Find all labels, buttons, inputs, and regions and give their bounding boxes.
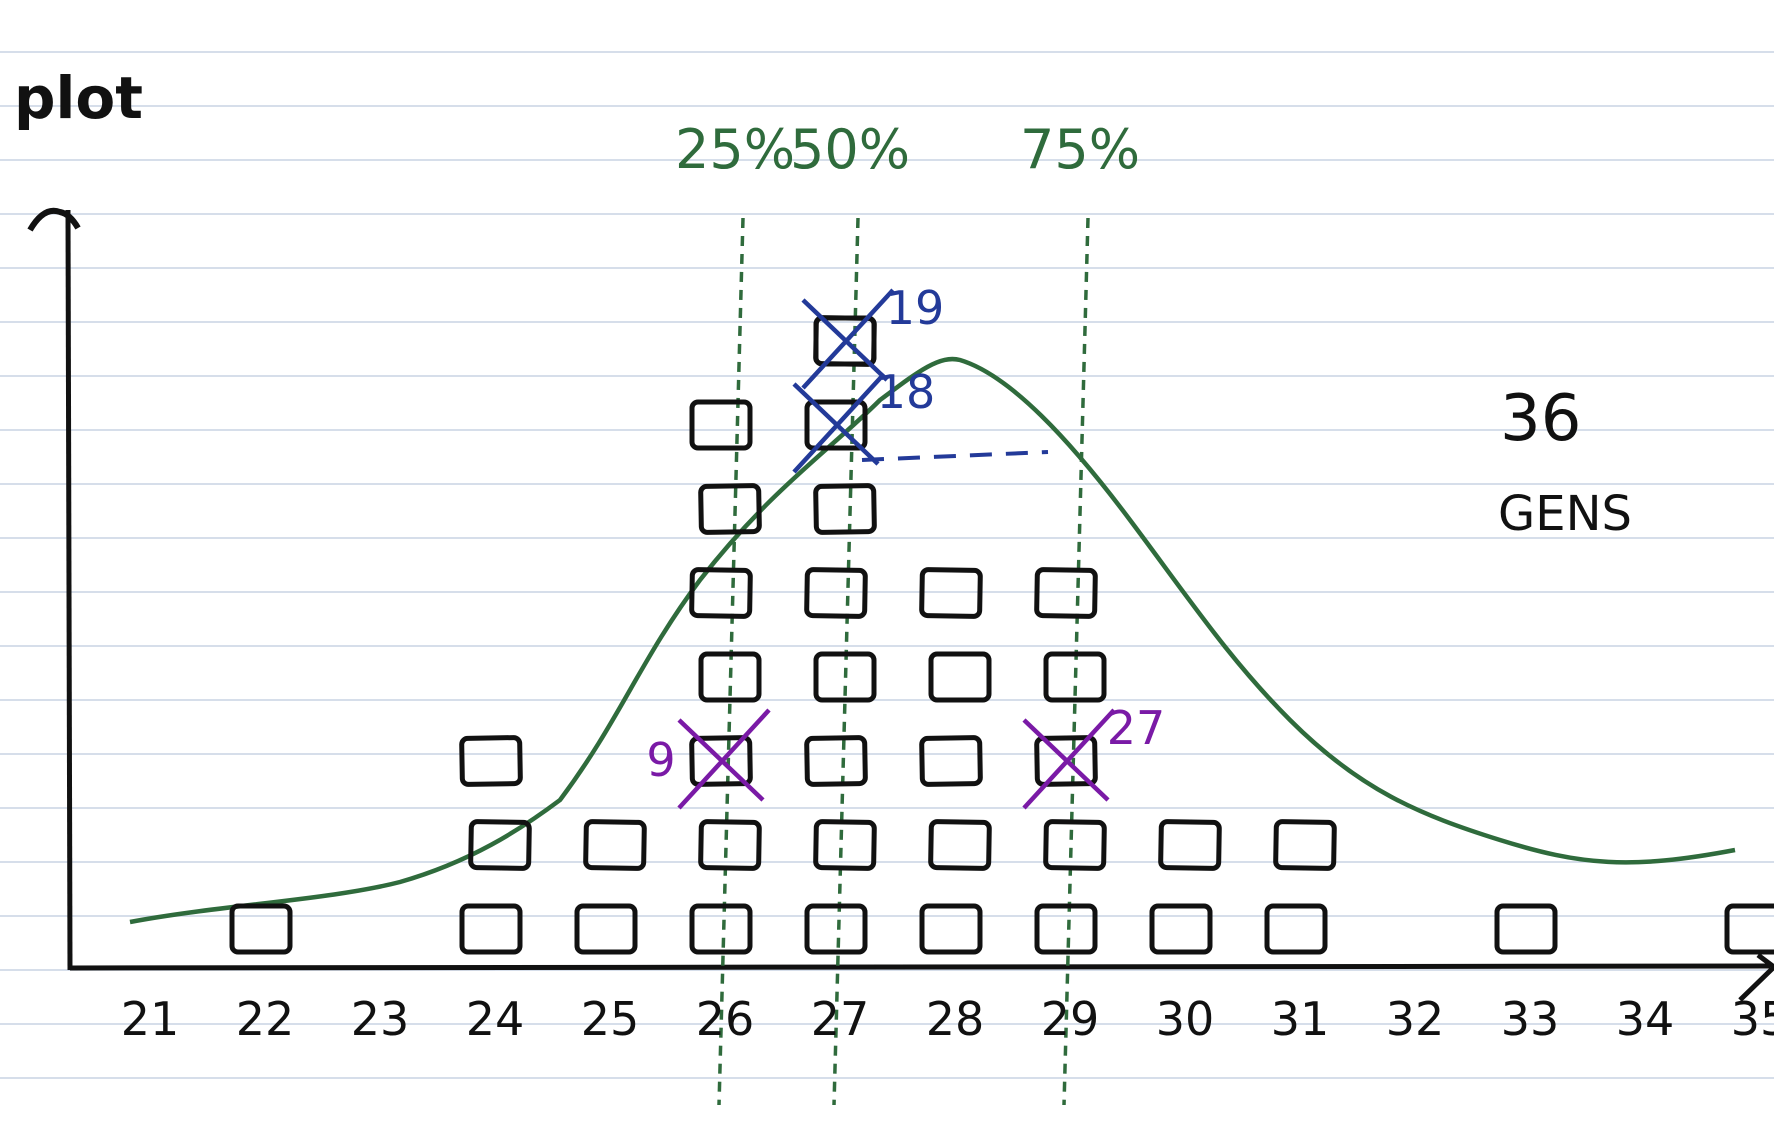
- distribution-curve: [129, 356, 1736, 925]
- x-tick-label: 34: [1616, 992, 1675, 1046]
- data-box: [689, 567, 753, 619]
- data-box: [813, 315, 877, 367]
- marker-number: 9: [646, 733, 675, 787]
- percentile-label: 75%: [1020, 118, 1140, 181]
- crossed-markers: 9 27 18 19: [646, 281, 1166, 810]
- data-box: [574, 903, 638, 955]
- x-axis-arrow: [1738, 953, 1774, 1002]
- x-tick-label: 32: [1386, 992, 1445, 1046]
- x-tick-label: 26: [696, 992, 755, 1046]
- percentile-label: 50%: [790, 118, 910, 181]
- data-box: [698, 651, 762, 703]
- data-box: [689, 903, 753, 955]
- data-box: [813, 651, 877, 703]
- x-tick-label: 29: [1041, 992, 1100, 1046]
- data-box: [468, 819, 532, 871]
- crossed-marker: 9: [646, 708, 771, 810]
- data-box: [919, 567, 983, 619]
- data-box: [583, 819, 647, 871]
- x-tick-label: 22: [236, 992, 295, 1046]
- data-box: [1034, 903, 1098, 955]
- cross-stroke: [801, 288, 895, 390]
- percentile-line: [1062, 217, 1090, 1106]
- data-box: [1724, 903, 1774, 955]
- x-tick-label: 21: [121, 992, 180, 1046]
- data-box: [1264, 903, 1328, 955]
- x-tick-label: 31: [1271, 992, 1330, 1046]
- x-tick-labels: 21 22 23 24 25 26 27 28 29 30 31 32 33 34 35: [121, 992, 1774, 1046]
- data-box: [928, 819, 992, 871]
- data-box: [813, 483, 877, 535]
- x-tick-label: 24: [466, 992, 525, 1046]
- data-box: [1149, 903, 1213, 955]
- x-tick-label: 27: [811, 992, 870, 1046]
- data-box: [1043, 651, 1107, 703]
- data-box: [689, 735, 753, 787]
- data-box: [1043, 819, 1107, 871]
- note-number: 36: [1500, 382, 1581, 456]
- data-box: [1034, 735, 1098, 787]
- data-box: [919, 903, 983, 955]
- data-box: [813, 819, 877, 871]
- data-box: [1158, 819, 1222, 871]
- y-axis-line: [65, 209, 73, 971]
- marker-number: 27: [1107, 701, 1166, 755]
- cross-stroke: [1022, 708, 1116, 810]
- data-box: [804, 903, 868, 955]
- percentile-label: 25%: [675, 118, 795, 181]
- data-box: [459, 903, 523, 955]
- crossed-marker: 27: [1022, 701, 1166, 810]
- data-box: [459, 735, 523, 787]
- y-axis-label: plot: [14, 64, 143, 132]
- data-box: [928, 651, 992, 703]
- note-gens: GENS: [1498, 486, 1632, 542]
- data-box: [1034, 567, 1098, 619]
- data-box: [698, 483, 762, 535]
- x-axis-line: [69, 963, 1771, 971]
- cross-stroke: [677, 708, 771, 810]
- y-axis-arrow: [27, 207, 81, 232]
- data-box: [698, 819, 762, 871]
- data-boxes: [229, 315, 1774, 955]
- data-box: [1494, 903, 1558, 955]
- dashed-separator: [861, 450, 1049, 462]
- crossed-marker: 18: [792, 365, 936, 474]
- crossed-marker: 19: [801, 281, 945, 390]
- x-tick-label: 30: [1156, 992, 1215, 1046]
- data-box: [804, 735, 868, 787]
- data-box: [804, 399, 868, 451]
- x-tick-label: 28: [926, 992, 985, 1046]
- marker-number: 18: [877, 365, 936, 419]
- x-tick-label: 25: [581, 992, 640, 1046]
- percentile-line: [717, 217, 745, 1106]
- data-box: [804, 567, 868, 619]
- x-tick-label: 33: [1501, 992, 1560, 1046]
- data-box: [229, 903, 293, 955]
- data-box: [1273, 819, 1337, 871]
- marker-number: 19: [886, 281, 945, 335]
- x-tick-label: 35: [1731, 992, 1774, 1046]
- percentile-lines: 25%50% 75%: [675, 118, 1140, 1106]
- x-tick-label: 23: [351, 992, 410, 1046]
- axes: [27, 207, 1774, 1002]
- data-box: [919, 735, 983, 787]
- ruled-lines: [0, 51, 1774, 1079]
- data-box: [689, 399, 753, 451]
- cross-stroke: [792, 372, 886, 474]
